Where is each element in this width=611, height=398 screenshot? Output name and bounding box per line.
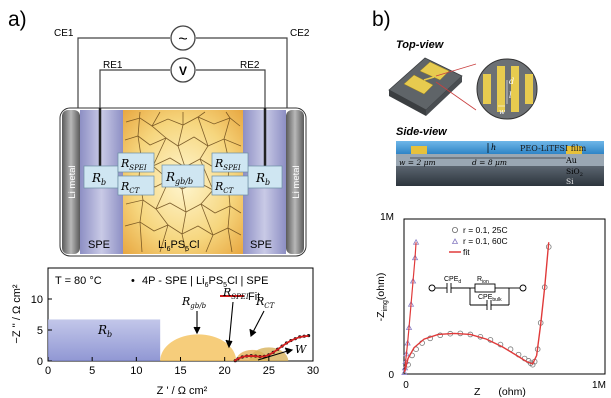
ann-rct-label: RCT: [255, 295, 276, 310]
region-rb-label: Rb: [97, 323, 112, 339]
ann-w-label: W: [295, 343, 308, 356]
li-metal-left: [62, 110, 80, 254]
xtick-label: 30: [307, 365, 319, 377]
nyquist-a-ticks: 0 5 10 15 20 25 30 0 5 10: [31, 294, 319, 377]
top-view-inset: [476, 58, 538, 120]
rspei-right-label: RSPEI: [214, 157, 241, 172]
top-view-chip: [388, 57, 463, 116]
spe-right-label: SPE: [250, 239, 272, 251]
nyquist-plot-b: 1M 0 0 1M -Zimg(ohm) Z (ohm) r = 0.1, 25C…: [375, 212, 606, 398]
spe-left-label: SPE: [88, 239, 110, 251]
region-rgbb: [160, 334, 237, 361]
grain-boundaries: [124, 111, 242, 253]
sio2-label: SiO2: [566, 167, 583, 178]
top-view-label: Top-view: [396, 39, 445, 51]
xtick-label: 15: [174, 365, 186, 377]
panel-a-label: a): [8, 8, 27, 31]
re2-label: RE2: [240, 60, 260, 71]
fit-line-b: [404, 242, 550, 372]
xtick-label: 10: [130, 365, 142, 377]
ce2-label: CE2: [290, 28, 310, 39]
xtick-label: 20: [219, 365, 231, 377]
legend-circle-marker: [451, 226, 458, 233]
nyquist-a-ylabel: −Z '' / Ω cm²: [11, 284, 23, 344]
w-eq-label: w = 2 μm: [399, 158, 436, 167]
ytick-1m: 1M: [380, 212, 394, 223]
si-label: Si: [566, 177, 574, 186]
fit-line: [233, 334, 309, 362]
wiring: [77, 37, 288, 108]
nyquist-b-ylabel: -Zimg(ohm): [375, 273, 389, 322]
point-60c: [401, 369, 408, 375]
ac-symbol: ~: [178, 31, 187, 48]
nyquist-b-xlabel: Z (ohm): [474, 386, 526, 398]
side-view-stack: [396, 141, 604, 186]
panel-b-label: b): [372, 8, 391, 31]
xtick-0: 0: [403, 380, 409, 391]
nyquist-a-bullet: •: [131, 275, 135, 287]
rb-right-label: Rb: [255, 171, 270, 187]
li-metal-right: [286, 110, 304, 254]
voltmeter-icon: [170, 57, 196, 83]
xtick-label: 0: [45, 365, 51, 377]
circuit-cpe-bulk: CPEbulk: [478, 294, 502, 303]
re1-label: RE1: [103, 60, 123, 71]
inset-d-label: d: [509, 77, 514, 86]
ytick-label: 5: [37, 325, 43, 337]
ytick-0: 0: [388, 370, 394, 381]
ce1-label: CE1: [54, 28, 74, 39]
nyquist-a-series: [233, 333, 311, 363]
ytick-label: 0: [37, 356, 43, 368]
xtick-label: 25: [263, 365, 275, 377]
nyquist-plot-a: 0 5 10 15 20 25 30 0 5 10 T = 80 °C • 4P - SPE | …: [11, 267, 319, 397]
v-symbol: V: [179, 64, 187, 78]
film-label: PEO-LiTFSI film: [520, 144, 587, 153]
fit-legend-label: Fit: [248, 291, 260, 303]
rb-left-label: Rb: [91, 171, 106, 187]
rct-left-label: RCT: [120, 180, 141, 195]
legend-fit: fit: [463, 247, 470, 257]
ann-rgbb-label: Rgb/b: [181, 295, 207, 310]
region-rb: [48, 319, 161, 361]
zoom-line-top: [435, 63, 477, 77]
li-metal-left-label: Li metal: [67, 165, 78, 198]
legend-60c: r = 0.1, 60C: [463, 236, 508, 246]
legend-25c: r = 0.1, 25C: [463, 225, 508, 235]
nyquist-a-description: 4P - SPE | Li6PS5Cl | SPE: [142, 275, 268, 289]
nyquist-b-series: [401, 238, 552, 375]
zoom-line-bottom: [435, 81, 477, 111]
equivalent-circuit: [428, 283, 527, 310]
circuit-cpe-d: CPEd: [444, 276, 461, 285]
ac-source-icon: [170, 25, 196, 51]
fit-line-60c: [403, 242, 417, 373]
nyquist-a-temperature: T = 80 °C: [55, 275, 102, 287]
h-label: h: [491, 143, 496, 152]
ytick-label: 10: [31, 294, 43, 306]
xtick-label: 5: [89, 365, 95, 377]
d-eq-label: d = 8 μm: [472, 158, 507, 167]
nyquist-a-arrows: [193, 301, 294, 361]
inset-w-label: w: [499, 108, 505, 116]
nyquist-b-legend: r = 0.1, 25C r = 0.1, 60C fit: [449, 225, 508, 257]
ann-rspei-label: RSPEI: [222, 286, 249, 301]
inset-l-label: l: [509, 91, 512, 100]
circuit-r-ion: Rion: [477, 276, 489, 285]
li-metal-right-label: Li metal: [291, 165, 302, 198]
rct-right-label: RCT: [214, 180, 235, 195]
electrolyte-label: Li6PS5Cl: [158, 239, 199, 253]
rspei-left-label: RSPEI: [120, 157, 147, 172]
nyquist-a-xlabel: Z ' / Ω cm²: [157, 385, 208, 397]
au-label: Au: [565, 156, 577, 165]
xtick-1m: 1M: [592, 380, 606, 391]
legend-triangle-marker: [451, 238, 459, 244]
resistor-boxes: [83, 152, 283, 196]
rgbb-label: Rgb/b: [165, 170, 193, 186]
side-view-label: Side-view: [396, 126, 448, 138]
